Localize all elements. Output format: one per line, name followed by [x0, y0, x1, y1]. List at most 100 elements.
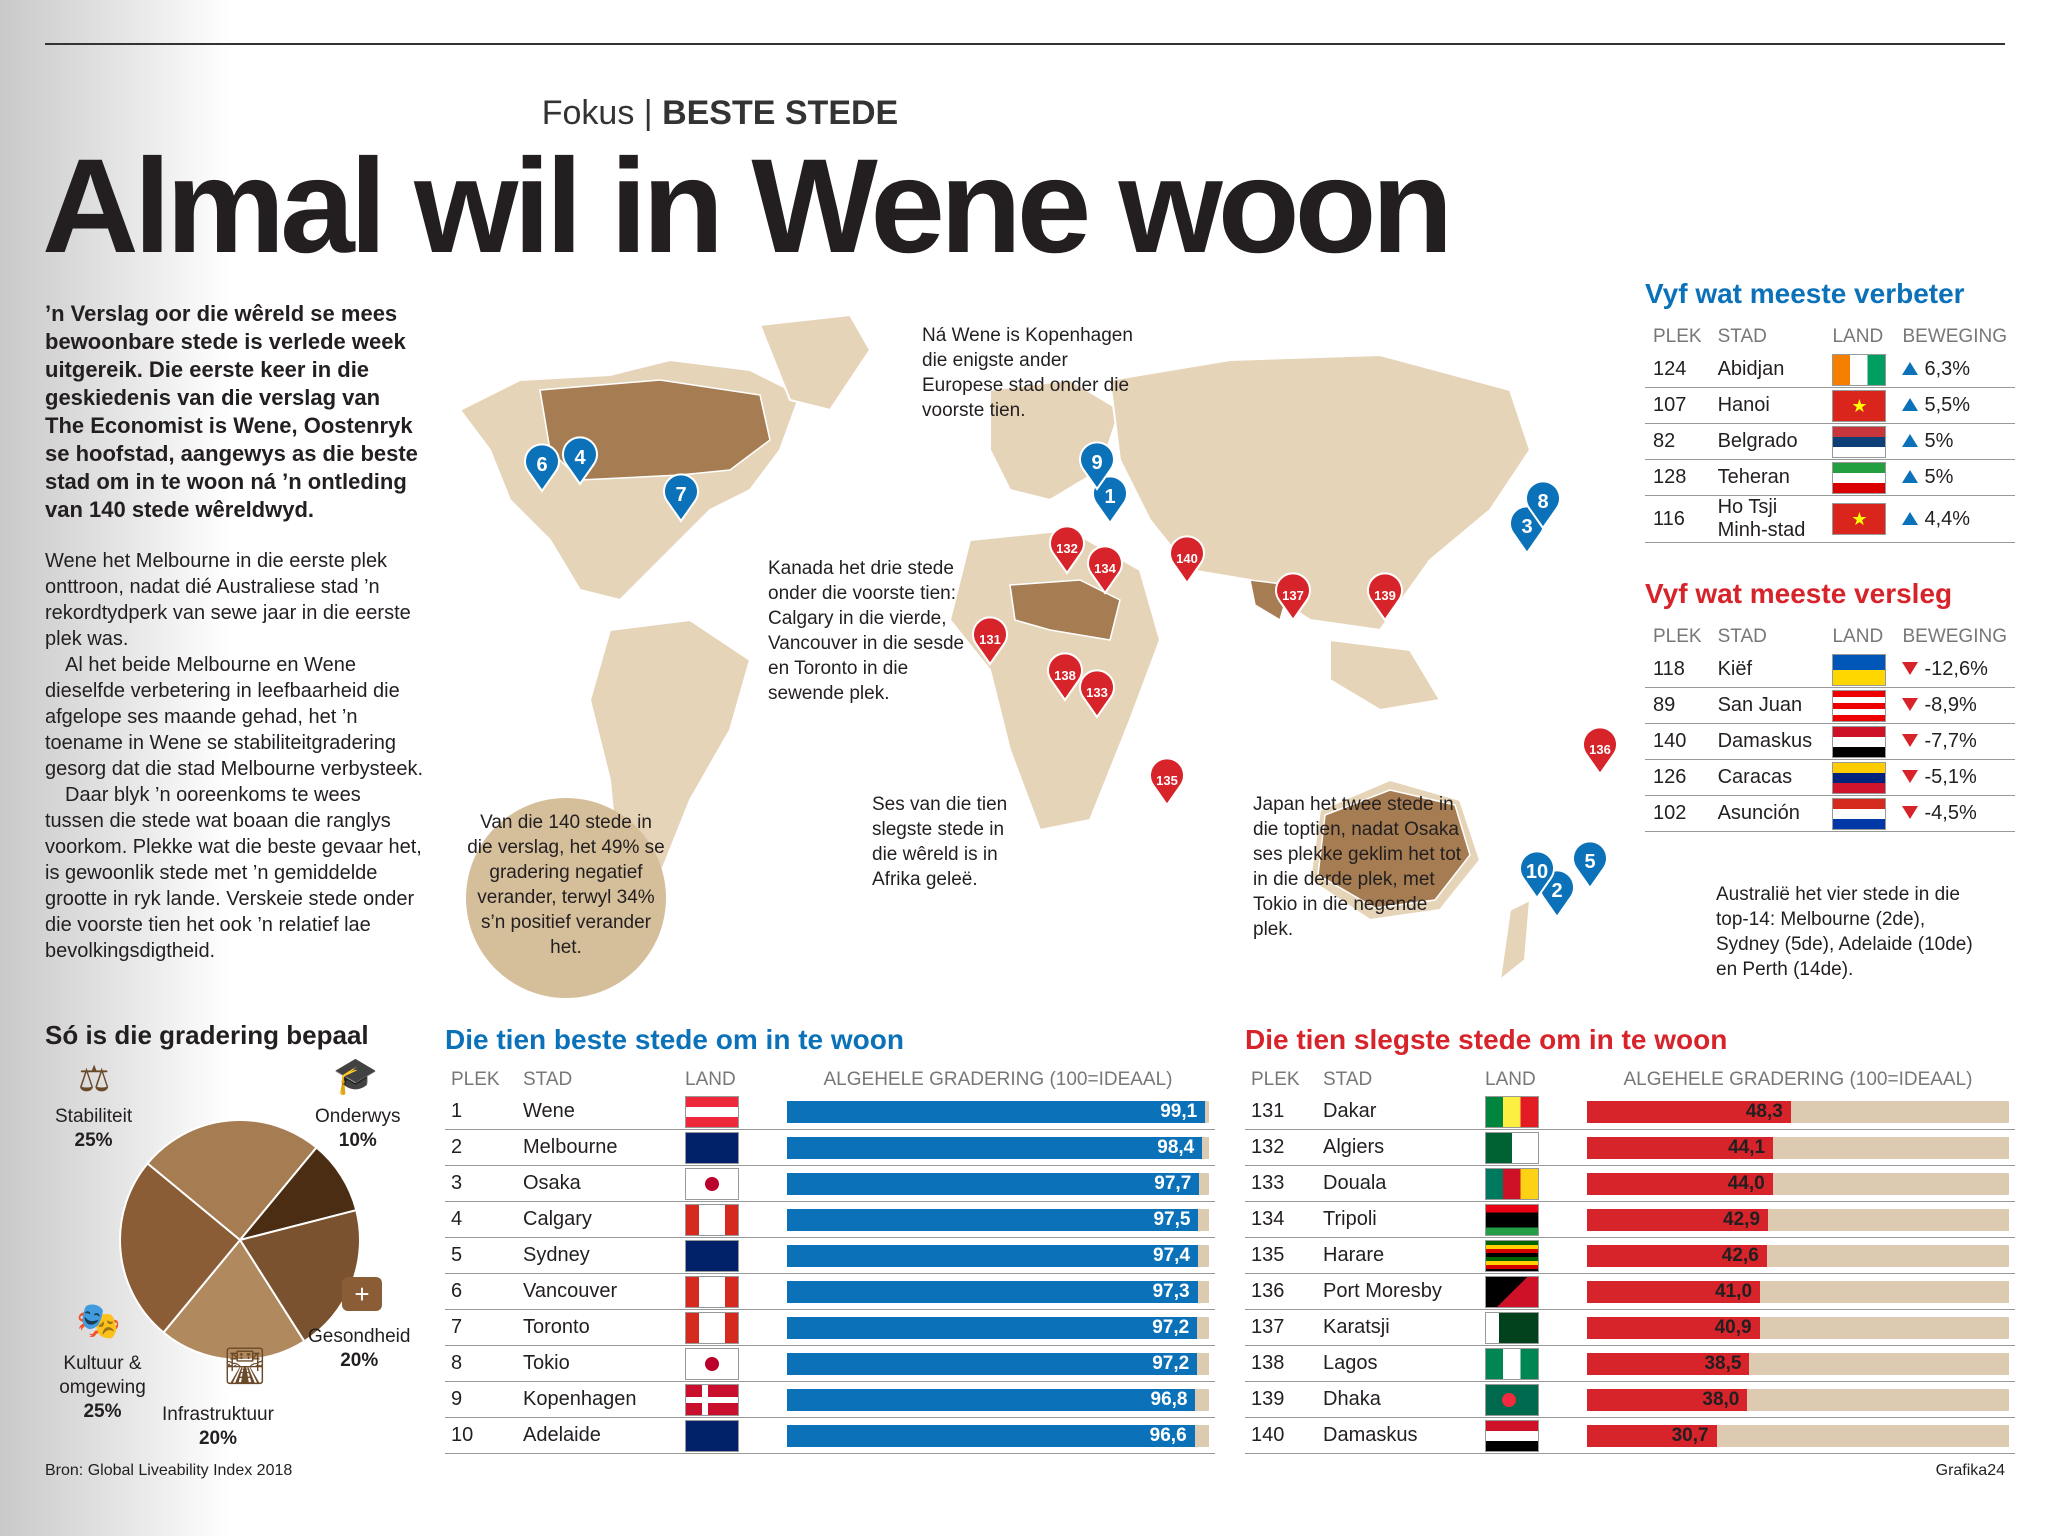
rank-cell: 6 [445, 1273, 517, 1310]
city-cell: Damaskus [1317, 1417, 1479, 1454]
country-flag-cell [1824, 423, 1895, 460]
score-label: 44,1 [1728, 1136, 1766, 1158]
kicker-prefix: Fokus | [541, 94, 653, 132]
table-row: 7 Toronto 97,2 [445, 1309, 1215, 1346]
city-cell: Melbourne [517, 1129, 679, 1166]
score-label: 96,6 [1149, 1424, 1187, 1446]
score-bar [787, 1172, 1200, 1195]
change-value: -7,7% [1924, 730, 1977, 752]
col-stad: STAD [523, 1069, 573, 1090]
change-cell: 6,3% [1894, 352, 2015, 388]
city-cell: Wene [517, 1094, 679, 1130]
score-bar-track: 48,3 [1587, 1100, 2009, 1123]
score-cell: 48,3 [1581, 1094, 2015, 1130]
score-bar [1587, 1352, 1750, 1375]
pie-slice [146, 1119, 318, 1242]
score-label: 97,7 [1154, 1172, 1192, 1194]
score-cell: 97,3 [781, 1273, 1215, 1310]
score-bar [1587, 1136, 1774, 1159]
flag-dz-icon [1485, 1131, 1539, 1164]
rank-cell: 137 [1245, 1309, 1317, 1346]
city-cell: Douala [1317, 1165, 1479, 1202]
score-bar-track: 97,2 [787, 1352, 1209, 1375]
score-label: 30,7 [1671, 1424, 1709, 1446]
flag-zw-icon [1485, 1239, 1539, 1272]
map-pin-label: 136 [1589, 742, 1611, 757]
graduation-cap-icon: 🎓 [333, 1055, 378, 1096]
flag-ca-icon [685, 1203, 739, 1236]
table-row: 9 Kopenhagen 96,8 [445, 1381, 1215, 1418]
score-bar-track: 96,6 [787, 1424, 1209, 1447]
table-row: 102 Asunción -4,5% [1645, 795, 2015, 832]
col-land: LAND [1832, 626, 1884, 647]
body-paragraph: Daar blyk ’n ooreenkoms te wees tussen d… [45, 784, 422, 962]
score-bar [787, 1100, 1206, 1123]
country-flag-cell [1824, 687, 1895, 724]
score-bar [787, 1316, 1198, 1339]
best-cities-title: Die tien beste stede om in te woon [445, 1024, 904, 1055]
australia-highlight [1317, 789, 1471, 909]
rank-cell: 3 [445, 1165, 517, 1202]
col-plek: PLEK [1251, 1069, 1300, 1090]
score-bar [1587, 1100, 1791, 1123]
table-row: 136 Port Moresby 41,0 [1245, 1273, 2015, 1310]
country-flag-cell [679, 1381, 781, 1418]
score-bar-track: 97,4 [787, 1244, 1209, 1267]
score-label: 48,3 [1745, 1100, 1783, 1122]
flag-ca-icon [685, 1275, 739, 1308]
annotation-copenhagen: Ná Wene is Kopenhagen die enigste ander … [922, 325, 1133, 421]
change-value: -8,9% [1924, 694, 1977, 716]
arrow-up-icon [1902, 470, 1919, 483]
score-label: 97,2 [1152, 1316, 1190, 1338]
city-cell: Caracas [1709, 759, 1825, 796]
city-cell: Tokio [517, 1345, 679, 1382]
rank-cell: 102 [1645, 795, 1710, 832]
score-label: 97,4 [1153, 1244, 1191, 1266]
country-flag-cell [1479, 1345, 1581, 1382]
flag-ca-icon [685, 1311, 739, 1344]
city-cell: Port Moresby [1317, 1273, 1479, 1310]
score-cell: 41,0 [1581, 1273, 2015, 1310]
pie-chart [119, 1119, 361, 1361]
flag-pr-icon [1832, 689, 1887, 722]
rank-cell: 128 [1645, 459, 1710, 496]
change-value: -5,1% [1924, 766, 1977, 788]
rank-cell: 107 [1645, 387, 1710, 424]
best-cities-table: PLEK STAD LAND ALGEHELE GRADERING (100=I… [445, 1066, 1215, 1454]
score-bar-track: 41,0 [1587, 1280, 2009, 1303]
flag-au-icon [685, 1131, 739, 1164]
city-cell: Calgary [517, 1201, 679, 1238]
table-row: 128 Teheran 5% [1645, 459, 2015, 496]
score-label: 41,0 [1715, 1280, 1753, 1302]
table-row: 107 Hanoi ★ 5,5% [1645, 387, 2015, 424]
change-cell: -8,9% [1894, 687, 2015, 724]
country-flag-cell: ★ [1824, 387, 1895, 424]
col-gradering: ALGEHELE GRADERING (100=IDEAAL) [823, 1069, 1173, 1090]
col-stad: STAD [1323, 1069, 1373, 1090]
score-label: 38,5 [1704, 1352, 1742, 1374]
flag-ir-icon [1832, 461, 1887, 494]
score-bar-track: 97,5 [787, 1208, 1209, 1231]
rank-cell: 118 [1645, 652, 1710, 688]
city-cell: Asunción [1709, 795, 1825, 832]
road-icon: 🛣 [222, 1345, 268, 1386]
pie-label-gesondheid: Gesondheid 20% [308, 1326, 411, 1371]
rank-cell: 9 [445, 1381, 517, 1418]
score-bar [787, 1208, 1199, 1231]
city-cell: Hanoi [1709, 387, 1825, 424]
country-flag-cell [1479, 1094, 1581, 1130]
rank-cell: 7 [445, 1309, 517, 1346]
rank-cell: 89 [1645, 687, 1710, 724]
score-label: 97,5 [1153, 1208, 1191, 1230]
country-flag-cell [1824, 352, 1895, 388]
table-row: 137 Karatsji 40,9 [1245, 1309, 2015, 1346]
change-value: 6,3% [1924, 358, 1971, 380]
score-bar [787, 1244, 1199, 1267]
rank-cell: 126 [1645, 759, 1710, 796]
country-flag-cell [1824, 759, 1895, 796]
rank-cell: 136 [1245, 1273, 1317, 1310]
score-cell: 44,0 [1581, 1165, 2015, 1202]
graphic-credit: Grafika24 [1935, 1462, 2005, 1479]
north-africa-highlight [1009, 579, 1121, 641]
canada-highlight [539, 379, 771, 481]
